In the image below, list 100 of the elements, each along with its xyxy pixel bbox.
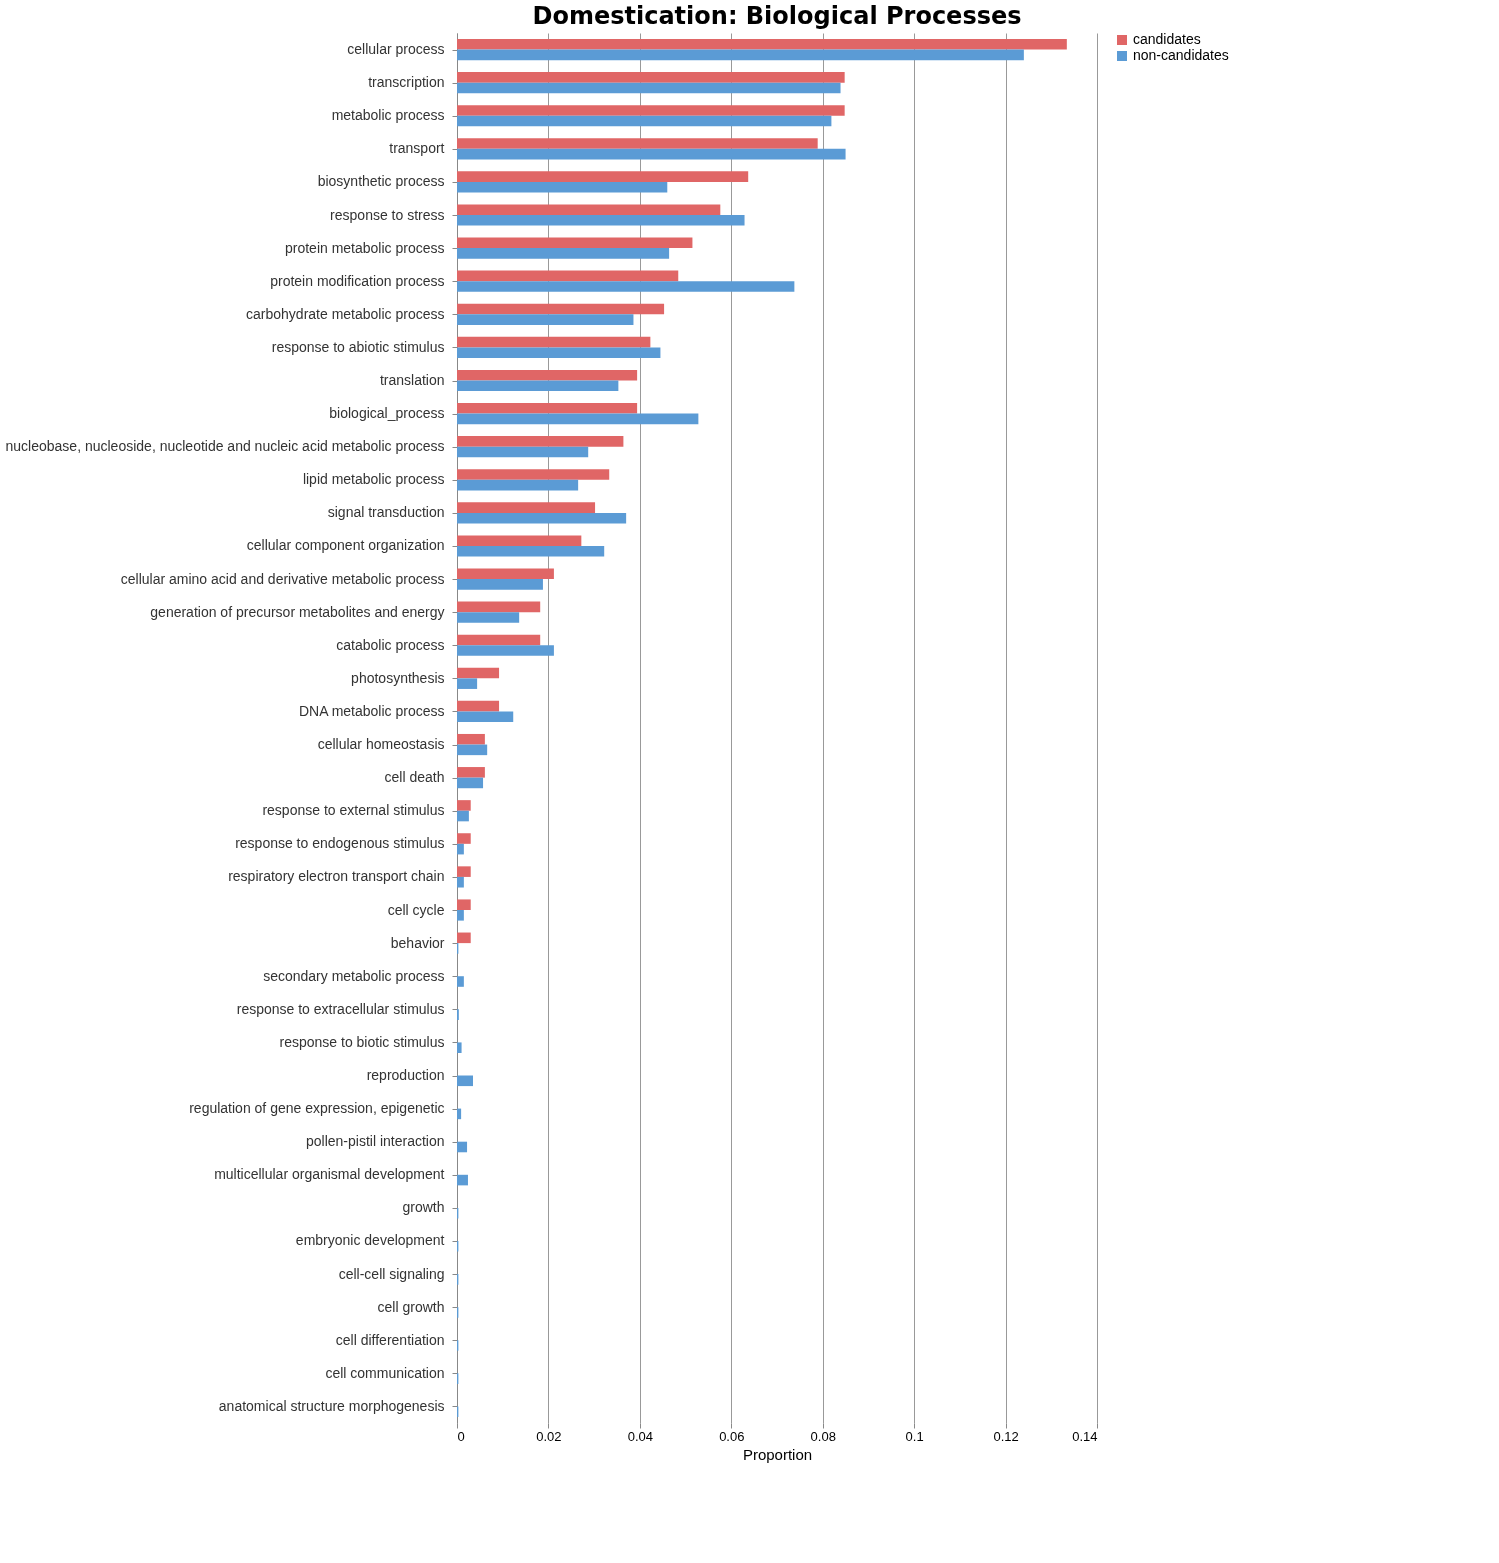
y-tick-label: signal transduction xyxy=(327,504,445,521)
y-tick-label: regulation of gene expression, epigenetic xyxy=(189,1100,445,1117)
bar xyxy=(457,314,634,325)
x-tick-label: 0.06 xyxy=(719,1428,745,1444)
bar xyxy=(457,38,1067,50)
bar xyxy=(457,910,464,921)
bar xyxy=(457,876,464,888)
bar xyxy=(457,767,485,778)
x-tick-label: 0.14 xyxy=(1072,1428,1098,1444)
bar xyxy=(457,237,693,249)
bar xyxy=(457,667,500,679)
y-tick-label: multicellular organismal development xyxy=(214,1166,445,1183)
bar xyxy=(457,833,471,844)
bar xyxy=(457,115,832,127)
y-tick-label: DNA metabolic process xyxy=(298,702,445,719)
bar xyxy=(457,380,619,392)
bar xyxy=(457,281,795,292)
y-tick-label: response to external stimulus xyxy=(262,802,445,819)
y-tick-label: cellular homeostasis xyxy=(317,736,445,753)
y-tick-label: response to biotic stimulus xyxy=(279,1033,445,1050)
bar xyxy=(457,545,605,557)
y-tick-label: reproduction xyxy=(366,1067,445,1083)
y-tick-label: catabolic process xyxy=(336,636,445,653)
bar xyxy=(457,843,464,855)
bar xyxy=(457,248,670,259)
bar xyxy=(457,866,471,877)
y-tick-label: carbohydrate metabolic process xyxy=(246,305,445,322)
bar xyxy=(457,744,488,756)
y-tick-label: biosynthetic process xyxy=(317,173,445,190)
bar xyxy=(457,601,541,613)
bar xyxy=(457,976,464,987)
bar xyxy=(457,403,638,414)
y-tick-label: cellular process xyxy=(347,41,445,58)
bar xyxy=(457,700,500,712)
y-tick-label: generation of precursor metabolites and energy xyxy=(150,603,445,620)
y-tick-label: protein modification process xyxy=(270,272,445,289)
y-tick-label: metabolic process xyxy=(331,107,445,124)
bar xyxy=(457,1042,462,1053)
y-tick-label: cell growth xyxy=(377,1298,445,1315)
bar xyxy=(457,1174,468,1186)
y-tick-label: growth xyxy=(402,1199,445,1216)
y-tick-label: cell differentiation xyxy=(335,1331,445,1348)
y-tick-label: transcription xyxy=(368,74,445,91)
bar xyxy=(457,932,471,944)
y-tick-label: embryonic development xyxy=(295,1232,445,1249)
bar xyxy=(457,1075,473,1087)
y-tick-label: protein metabolic process xyxy=(284,239,445,256)
x-tick-label: 0.12 xyxy=(993,1428,1019,1444)
bar xyxy=(457,1141,468,1153)
bar xyxy=(457,138,818,149)
x-tick-label: 0 xyxy=(457,1428,465,1444)
bar xyxy=(457,49,1024,61)
bar xyxy=(457,181,668,193)
bar xyxy=(457,347,661,358)
y-tick-label: cellular component organization xyxy=(246,537,445,554)
bar xyxy=(457,171,749,182)
bar xyxy=(457,899,471,911)
bar xyxy=(457,336,651,348)
y-tick-label: anatomical structure morphogenesis xyxy=(218,1397,445,1414)
y-tick-label: secondary metabolic process xyxy=(263,967,445,984)
y-tick-label: lipid metabolic process xyxy=(302,471,445,488)
y-tick-label: cell-cell signaling xyxy=(338,1265,445,1282)
bar xyxy=(457,645,554,656)
legend-label: non-candidates xyxy=(1133,47,1229,63)
y-tick-label: nucleobase, nucleoside, nucleotide and nucleic acid metabolic process xyxy=(5,438,445,455)
bar xyxy=(457,1108,462,1120)
bar xyxy=(457,634,541,646)
bar xyxy=(457,204,721,216)
bar xyxy=(457,369,638,381)
bar xyxy=(457,733,485,745)
bar xyxy=(457,800,471,811)
bar xyxy=(457,413,699,425)
bar xyxy=(457,810,469,822)
bar xyxy=(457,479,579,491)
y-tick-label: cell death xyxy=(384,769,445,786)
bar xyxy=(457,777,484,789)
x-tick-label: 0.04 xyxy=(627,1428,654,1444)
bar xyxy=(457,678,478,689)
legend-label: candidates xyxy=(1133,31,1201,47)
bar xyxy=(457,568,554,580)
bar xyxy=(457,579,543,590)
bar xyxy=(457,436,624,447)
bar xyxy=(457,105,845,116)
y-tick-label: response to endogenous stimulus xyxy=(235,835,445,852)
y-tick-label: transport xyxy=(389,140,445,157)
y-tick-label: respiratory electron transport chain xyxy=(228,868,445,885)
bar xyxy=(457,469,610,480)
bar xyxy=(457,72,845,83)
bar xyxy=(457,535,582,546)
bar xyxy=(457,148,846,160)
y-tick-label: response to abiotic stimulus xyxy=(271,338,445,355)
y-tick-label: translation xyxy=(379,372,445,388)
y-tick-label: behavior xyxy=(390,934,445,951)
bar xyxy=(457,303,665,315)
bar xyxy=(457,711,514,723)
bar xyxy=(457,446,589,458)
y-tick-label: response to extracellular stimulus xyxy=(236,1000,445,1017)
x-tick-label: 0.1 xyxy=(905,1428,924,1444)
y-tick-label: cell cycle xyxy=(387,901,445,918)
x-tick-label: 0.08 xyxy=(810,1428,836,1444)
